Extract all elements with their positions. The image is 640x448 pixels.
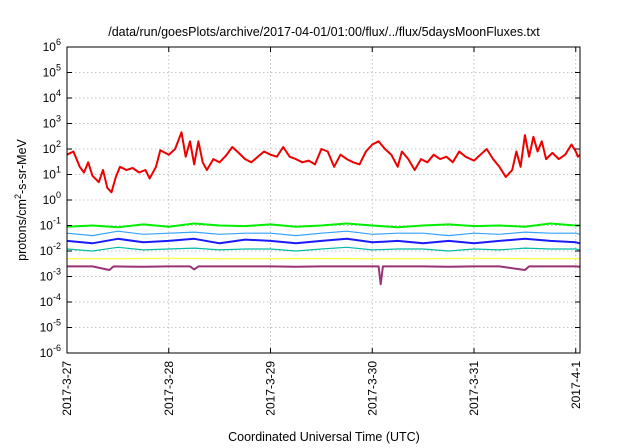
y-tick-label-base: 10 (43, 117, 57, 131)
y-tick-label-exp: 2 (56, 139, 61, 149)
y-tick-label: 10-1 (40, 216, 61, 233)
y-tick-label-base: 10 (43, 40, 57, 54)
series-line-3 (66, 230, 581, 237)
y-tick-label-exp: -5 (53, 318, 61, 328)
ticks (66, 46, 580, 354)
y-tick-label-base: 10 (43, 193, 57, 207)
y-tick-label-base: 10 (40, 244, 54, 258)
y-tick-label-exp: 4 (56, 88, 61, 98)
y-axis-label-suffix: -s-sr-MeV (15, 138, 29, 194)
y-tick-label-base: 10 (40, 270, 54, 284)
y-tick-label-exp: -1 (53, 216, 61, 226)
y-tick-label-exp: 3 (56, 114, 61, 124)
y-tick-label-base: 10 (40, 346, 54, 360)
y-tick-label: 10-6 (40, 343, 61, 360)
series-line-4 (66, 237, 581, 245)
series-line-7 (67, 265, 581, 286)
y-axis-label: protons/cm2-s-sr-MeV (13, 138, 29, 260)
y-tick-label-base: 10 (40, 219, 54, 233)
y-tick-label-base: 10 (43, 168, 57, 182)
x-tick-label: 2017-3-31 (467, 361, 481, 416)
y-tick-label-exp: 5 (56, 63, 61, 73)
y-tick-label: 10-2 (40, 241, 61, 258)
y-tick-label-exp: -3 (53, 267, 61, 277)
chart-title: /data/run/goesPlots/archive/2017-04-01/0… (108, 25, 540, 39)
x-tick-label: 2017-3-29 (264, 361, 278, 416)
x-axis-label: Coordinated Universal Time (UTC) (228, 430, 420, 444)
y-tick-label-exp: -4 (53, 292, 61, 302)
y-tick-label-base: 10 (40, 295, 54, 309)
y-tick-label: 10-5 (40, 318, 61, 335)
y-tick-label: 10-4 (40, 292, 61, 309)
y-tick-label-base: 10 (43, 66, 57, 80)
y-axis-label-sup: 2 (13, 194, 23, 199)
y-tick-label: 101 (43, 165, 61, 182)
series-line-6 (67, 257, 580, 260)
y-tick-label-base: 10 (43, 142, 57, 156)
x-tick-label: 2017-4-1 (569, 361, 583, 409)
series-group (66, 131, 581, 286)
x-tick-label: 2017-3-27 (60, 361, 74, 416)
y-tick-label-base: 10 (43, 91, 57, 105)
grid (66, 47, 580, 353)
y-tick-label: 105 (43, 63, 61, 80)
series-line-1 (66, 131, 581, 194)
y-tick-label: 106 (43, 37, 61, 54)
y-tick-label-exp: -6 (53, 343, 61, 353)
y-tick-label-exp: 0 (56, 190, 61, 200)
x-tick-label: 2017-3-30 (365, 361, 379, 416)
y-tick-label-exp: -2 (53, 241, 61, 251)
y-tick-label-exp: 6 (56, 37, 61, 47)
y-tick-labels: 10610510410310210110010-110-210-310-410-… (40, 37, 61, 360)
y-tick-label: 102 (43, 139, 61, 156)
y-tick-label: 104 (43, 88, 61, 105)
series-line-5 (66, 246, 581, 252)
y-tick-label-base: 10 (40, 321, 54, 335)
y-axis-label-prefix: protons/cm (15, 199, 29, 261)
x-tick-labels: 2017-3-27 2017-3-28 2017-3-29 2017-3-30 2017… (60, 361, 583, 416)
series-line-2 (66, 222, 580, 229)
y-tick-label: 10-3 (40, 267, 61, 284)
y-tick-label: 103 (43, 114, 61, 131)
y-tick-label: 100 (43, 190, 61, 207)
x-tick-label: 2017-3-28 (162, 361, 176, 416)
y-tick-label-exp: 1 (56, 165, 61, 175)
